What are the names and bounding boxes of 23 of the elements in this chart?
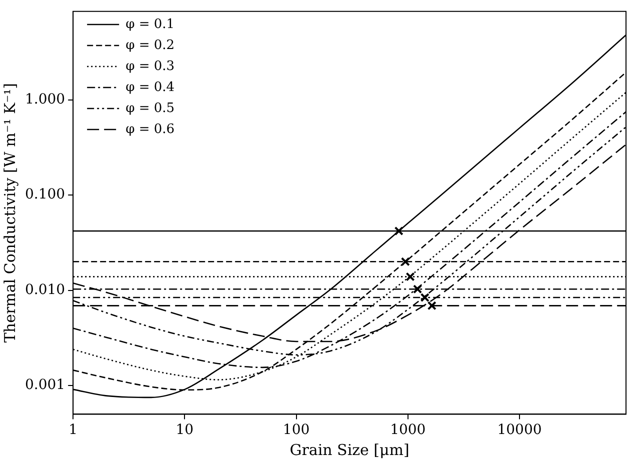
- y-tick-label: 0.100: [24, 186, 66, 203]
- legend-label: φ = 0.5: [126, 100, 175, 116]
- y-axis-title: Thermal Conductivity [W m⁻¹ K⁻¹]: [0, 83, 19, 343]
- legend-label: φ = 0.6: [126, 122, 175, 137]
- x-axis-title: Grain Size [μm]: [290, 440, 410, 459]
- x-tick-label: 1000: [390, 422, 426, 438]
- legend-label: φ = 0.4: [126, 80, 175, 95]
- x-tick-label: 1: [68, 422, 78, 438]
- y-tick-label: 0.010: [24, 282, 66, 298]
- point: [420, 293, 430, 302]
- y-tick-label: 1.000: [24, 92, 66, 108]
- legend-label: φ = 0.2: [126, 38, 175, 53]
- x-tick-label: 10000: [497, 422, 542, 438]
- x-tick-label: 10: [176, 422, 194, 438]
- point: [394, 226, 404, 236]
- point: [406, 272, 415, 282]
- x-tick-label: 100: [282, 422, 310, 438]
- legend-label: φ = 0.3: [126, 58, 175, 74]
- point: [413, 284, 422, 294]
- y-tick-label: 0.001: [24, 377, 66, 394]
- legend-label: φ = 0.1: [126, 16, 175, 32]
- point: [400, 257, 410, 266]
- point: [427, 301, 436, 310]
